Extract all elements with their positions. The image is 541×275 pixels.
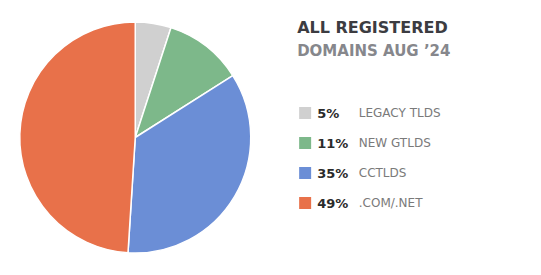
svg-text:35%: 35% bbox=[317, 166, 348, 181]
svg-text:49%: 49% bbox=[317, 196, 348, 211]
svg-text:11%: 11% bbox=[317, 136, 348, 151]
svg-text:.COM/.NET: .COM/.NET bbox=[359, 196, 423, 210]
svg-text:DOMAINS AUG ’24: DOMAINS AUG ’24 bbox=[297, 42, 450, 60]
svg-text:NEW GTLDS: NEW GTLDS bbox=[359, 136, 431, 150]
svg-text:CCTLDS: CCTLDS bbox=[359, 166, 407, 180]
svg-text:LEGACY TLDS: LEGACY TLDS bbox=[359, 106, 441, 120]
svg-text:ALL REGISTERED: ALL REGISTERED bbox=[297, 18, 448, 37]
svg-text:5%: 5% bbox=[317, 106, 339, 121]
